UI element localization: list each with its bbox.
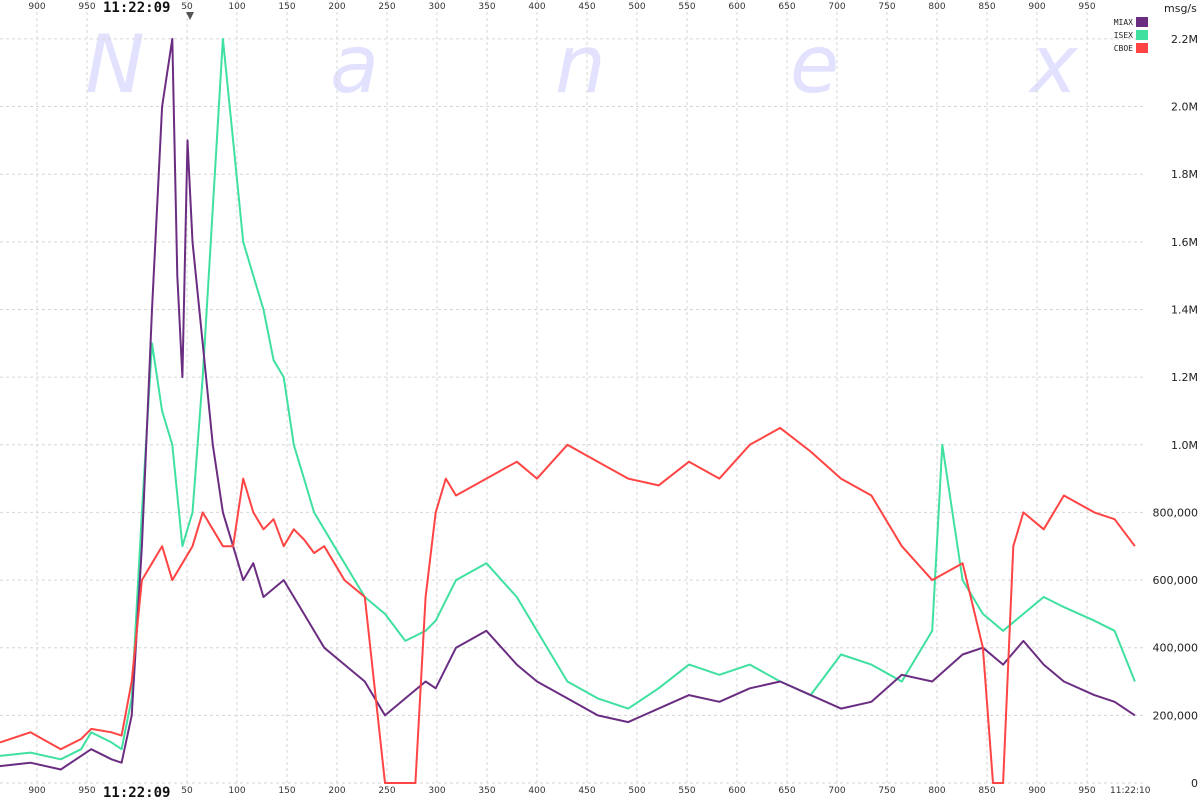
x-tick-label-top: 750 [878,2,895,12]
x-tick-label-bottom: 900 [28,786,45,796]
time-label-top: 11:22:09 [103,0,170,16]
legend-swatch-cboe [1136,43,1148,53]
x-tick-label-top: 200 [328,2,345,12]
y-tick-label: 1.8M [1171,168,1198,181]
legend-label-cboe: CBOE [1114,44,1133,53]
y-tick-label: 2.2M [1171,33,1198,46]
legend-label-miax: MIAX [1114,18,1133,27]
x-tick-label-top: 50 [181,2,193,12]
y-tick-label: 0 [1191,777,1198,790]
y-ticks: 2.2M 2.0M 1.8M 1.6M 1.4M 1.2M 1.0M 800,000 600,0… [1153,33,1199,790]
x-tick-label-bottom: 850 [978,786,995,796]
legend-swatch-isex [1136,30,1148,40]
x-tick-label-bottom: 900 [1028,786,1045,796]
x-tick-label-top: 450 [578,2,595,12]
y-unit-label: msg/s [1164,2,1197,15]
x-tick-label-top: 400 [528,2,545,12]
watermark-letter: N [85,18,145,111]
watermark-letter: n [555,18,606,111]
x-tick-label-top: 850 [978,2,995,12]
y-tick-label: 400,000 [1153,642,1199,655]
x-tick-label-top: 550 [678,2,695,12]
watermark-letter: a [330,18,379,111]
x-tick-label-top: 700 [828,2,845,12]
y-tick-label: 1.0M [1171,439,1198,452]
x-tick-label-bottom: 100 [228,786,245,796]
y-tick-label: 1.4M [1171,303,1198,316]
series-line-miax [0,37,1136,771]
x-tick-label-top: 100 [228,2,245,12]
y-tick-label: 200,000 [1153,709,1199,722]
x-tick-label-top: 500 [628,2,645,12]
watermark-letter: x [1027,18,1079,111]
marker-triangle-icon [186,12,194,20]
x-tick-label-bottom: 950 [78,786,95,796]
x-tick-label-top: 600 [728,2,745,12]
y-tick-label: 1.6M [1171,236,1198,249]
legend: MIAX ISEX CBOE [1114,17,1148,53]
y-tick-label: 800,000 [1153,506,1199,519]
x-tick-label-bottom: 200 [328,786,345,796]
x-tick-label-top: 800 [928,2,945,12]
x-tick-label-bottom: 550 [678,786,695,796]
vertical-gridlines [36,0,1088,783]
legend-label-isex: ISEX [1114,31,1133,40]
legend-swatch-miax [1136,17,1148,27]
x-tick-label-bottom: 950 [1078,786,1095,796]
x-tick-label-top: 950 [78,2,95,12]
time-label-end: 11:22:10 [1110,786,1151,796]
x-tick-label-top: 950 [1078,2,1095,12]
time-label-bottom: 11:22:09 [103,785,170,800]
x-tick-label-bottom: 150 [278,786,295,796]
x-tick-label-bottom: 500 [628,786,645,796]
x-tick-label-bottom: 650 [778,786,795,796]
y-tick-label: 600,000 [1153,574,1199,587]
x-tick-label-bottom: 300 [428,786,445,796]
y-tick-label: 2.0M [1171,101,1198,114]
series-layer [0,37,1136,784]
x-tick-label-bottom: 800 [928,786,945,796]
x-tick-label-top: 650 [778,2,795,12]
x-ticks-bottom: 900 950 50 100 150 200 250 300 350 400 450 500 550 60… [28,786,1095,796]
x-tick-label-top: 300 [428,2,445,12]
watermark-letter: e [790,18,839,111]
x-tick-label-bottom: 600 [728,786,745,796]
x-tick-label-top: 250 [378,2,395,12]
x-tick-label-top: 350 [478,2,495,12]
x-tick-label-bottom: 250 [378,786,395,796]
x-ticks-top: 900 950 50 100 150 200 250 300 350 400 450 500 550 60… [28,2,1095,12]
x-tick-label-bottom: 450 [578,786,595,796]
x-tick-label-top: 150 [278,2,295,12]
x-tick-label-top: 900 [1028,2,1045,12]
series-line-isex [0,37,1136,761]
y-tick-label: 1.2M [1171,371,1198,384]
x-tick-label-top: 900 [28,2,45,12]
x-tick-label-bottom: 700 [828,786,845,796]
series-line-cboe [0,426,1136,784]
x-tick-label-bottom: 350 [478,786,495,796]
horizontal-gridlines [0,38,1145,784]
x-tick-label-bottom: 750 [878,786,895,796]
x-tick-label-bottom: 50 [181,786,193,796]
x-tick-label-bottom: 400 [528,786,545,796]
